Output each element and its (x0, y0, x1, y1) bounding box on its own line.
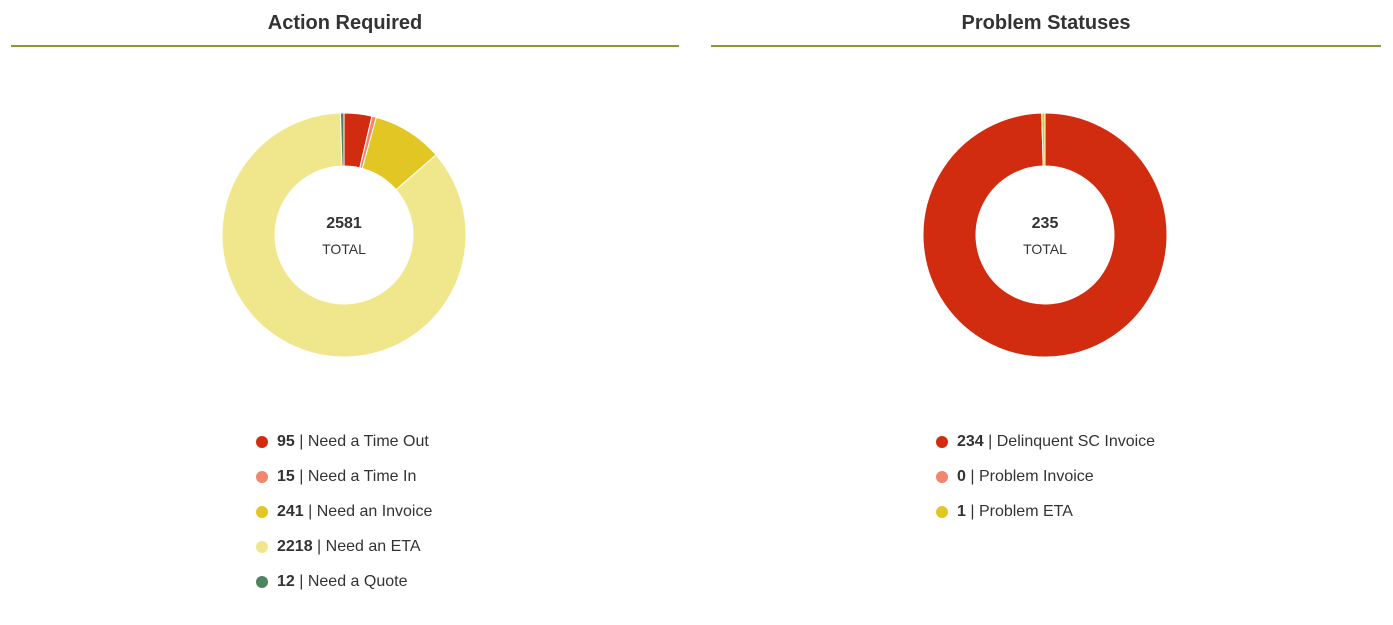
legend-separator: | (294, 433, 308, 450)
donut-chart: 235 TOTAL (920, 110, 1170, 360)
legend-dot (256, 576, 268, 588)
donut-slice[interactable] (1041, 112, 1046, 167)
legend-separator: | (312, 538, 326, 555)
legend-value: 241 (277, 503, 304, 520)
donut-slice[interactable] (922, 112, 1168, 358)
donut-svg: 235 TOTAL (922, 112, 1168, 358)
legend-label: Need an ETA (325, 538, 421, 555)
panel-title: Problem Statuses (961, 12, 1131, 34)
legend-dot (256, 541, 268, 553)
legend-dot (256, 506, 268, 518)
legend-dot (256, 471, 268, 483)
legend-separator: | (965, 503, 979, 520)
legend-value: 15 (277, 468, 295, 485)
action-required-panel: Action Required 2581 TOTAL 95 | Need a Ti… (11, 0, 679, 625)
chart-legend: 234 | Delinquent SC Invoice 0 | Problem I… (936, 430, 1155, 535)
legend-separator: | (294, 468, 308, 485)
legend-separator: | (983, 433, 997, 450)
total-label: TOTAL (322, 241, 366, 257)
legend-value: 2218 (277, 538, 313, 555)
legend-separator: | (965, 468, 979, 485)
legend-value: 95 (277, 433, 295, 450)
legend-label: Need a Time In (307, 468, 417, 485)
total-value: 2581 (326, 215, 362, 232)
legend-dot (936, 506, 948, 518)
legend-separator: | (294, 573, 308, 590)
chart-legend: 95 | Need a Time Out 15 | Need a Time In 2… (256, 430, 432, 605)
legend-item[interactable]: 12 | Need a Quote (256, 570, 432, 605)
legend-item[interactable]: 1 | Problem ETA (936, 500, 1155, 535)
legend-value: 234 (957, 433, 984, 450)
legend-dot (936, 471, 948, 483)
legend-item[interactable]: 95 | Need a Time Out (256, 430, 432, 465)
legend-item[interactable]: 0 | Problem Invoice (936, 465, 1155, 500)
legend-separator: | (303, 503, 317, 520)
legend-label: Delinquent SC Invoice (996, 433, 1156, 450)
legend-item[interactable]: 15 | Need a Time In (256, 465, 432, 500)
legend-label: Need a Time Out (307, 433, 429, 450)
legend-label: Problem Invoice (978, 468, 1094, 485)
title-divider (711, 45, 1381, 47)
legend-value: 12 (277, 573, 295, 590)
title-divider (11, 45, 679, 47)
donut-slice[interactable] (221, 112, 467, 358)
donut-slice[interactable] (339, 112, 345, 167)
legend-item[interactable]: 241 | Need an Invoice (256, 500, 432, 535)
donut-svg: 2581 TOTAL (221, 112, 467, 358)
panel-title: Action Required (267, 12, 423, 34)
total-value: 235 (1032, 215, 1059, 232)
donut-chart: 2581 TOTAL (219, 110, 469, 360)
problem-statuses-panel: Problem Statuses 235 TOTAL 234 | Delinque… (711, 0, 1381, 625)
legend-label: Problem ETA (978, 503, 1073, 520)
legend-item[interactable]: 2218 | Need an ETA (256, 535, 432, 570)
legend-value: 1 (957, 503, 966, 520)
total-label: TOTAL (1023, 241, 1067, 257)
legend-label: Need a Quote (307, 573, 408, 590)
legend-label: Need an Invoice (316, 503, 433, 520)
legend-dot (936, 436, 948, 448)
legend-item[interactable]: 234 | Delinquent SC Invoice (936, 430, 1155, 465)
legend-dot (256, 436, 268, 448)
legend-value: 0 (957, 468, 966, 485)
